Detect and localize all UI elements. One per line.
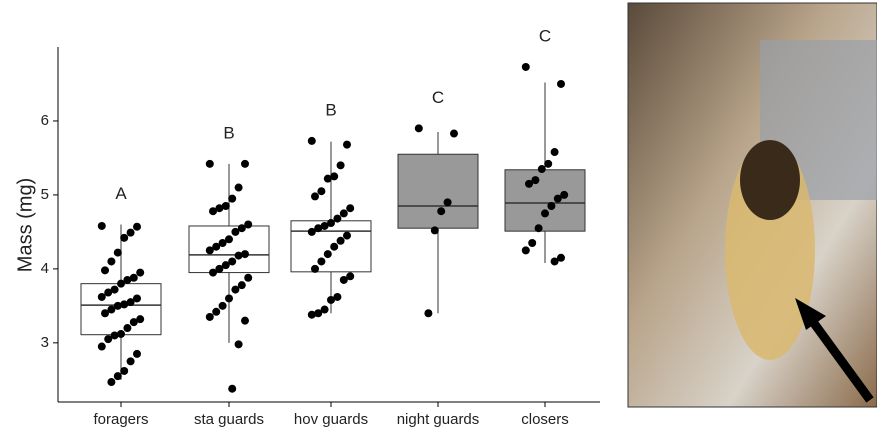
data-point [317, 257, 325, 265]
photo [628, 3, 877, 407]
data-point [308, 228, 316, 236]
data-point [525, 180, 533, 188]
data-point [340, 209, 348, 217]
data-point [244, 274, 252, 282]
data-point [547, 202, 555, 210]
data-point [327, 296, 335, 304]
data-point [130, 318, 138, 326]
box [398, 154, 478, 228]
data-point [437, 207, 445, 215]
data-point [538, 165, 546, 173]
data-point [127, 357, 135, 365]
group-letter: B [325, 100, 336, 119]
data-point [107, 378, 115, 386]
data-point [337, 237, 345, 245]
data-point [98, 293, 106, 301]
data-point [311, 265, 319, 273]
data-point [444, 198, 452, 206]
data-point [228, 195, 236, 203]
data-point [317, 187, 325, 195]
data-point [120, 367, 128, 375]
group-letter: C [539, 26, 551, 45]
data-point [209, 207, 217, 215]
data-point [127, 229, 135, 237]
data-point [114, 372, 122, 380]
data-point [557, 80, 565, 88]
y-tick-label: 3 [41, 334, 49, 351]
data-point [235, 340, 243, 348]
box [81, 284, 161, 335]
data-point [337, 161, 345, 169]
data-point [551, 148, 559, 156]
data-point [101, 266, 109, 274]
data-point [206, 160, 214, 168]
data-point [346, 204, 354, 212]
data-point [219, 302, 227, 310]
data-point [522, 246, 530, 254]
data-point [101, 309, 109, 317]
data-point [324, 250, 332, 258]
group-letter: B [223, 123, 234, 142]
data-point [107, 257, 115, 265]
data-point [231, 286, 239, 294]
x-tick-label: sta guards [194, 411, 264, 428]
group-letter: A [115, 184, 127, 203]
nest-entrance [740, 140, 800, 220]
data-point [308, 137, 316, 145]
data-point [330, 243, 338, 251]
data-point [528, 239, 536, 247]
data-point [544, 160, 552, 168]
data-point [308, 311, 316, 319]
data-point [136, 269, 144, 277]
data-point [415, 124, 423, 132]
box [505, 170, 585, 231]
data-point [340, 276, 348, 284]
data-point [311, 192, 319, 200]
data-point [324, 175, 332, 183]
data-point [343, 141, 351, 149]
chart: Mass (mg) 3 4 5 6 foragers Asta guards Bhov gu… [0, 0, 877, 432]
data-point [235, 184, 243, 192]
data-point [133, 350, 141, 358]
data-point [228, 385, 236, 393]
data-point [551, 257, 559, 265]
page: Mass (mg) 3 4 5 6 foragers Asta guards Bhov gu… [0, 0, 877, 432]
data-point [123, 324, 131, 332]
data-point [209, 269, 217, 277]
data-point [98, 222, 106, 230]
data-point [206, 313, 214, 321]
data-point [554, 195, 562, 203]
data-point [431, 226, 439, 234]
x-tick-label: night guards [397, 411, 480, 428]
data-point [98, 343, 106, 351]
data-point [117, 280, 125, 288]
data-point [241, 317, 249, 325]
data-point [450, 130, 458, 138]
data-point [212, 308, 220, 316]
data-point [114, 249, 122, 257]
data-point [206, 246, 214, 254]
data-point [120, 234, 128, 242]
data-point [225, 294, 233, 302]
data-point [535, 224, 543, 232]
data-point [231, 228, 239, 236]
x-tick-label: foragers [93, 411, 148, 428]
x-tick-label: hov guards [294, 411, 368, 428]
y-tick-label: 4 [41, 260, 49, 277]
data-point [343, 232, 351, 240]
y-tick-label: 5 [41, 186, 49, 203]
data-point [235, 252, 243, 260]
y-axis-label: Mass (mg) [14, 178, 36, 272]
y-tick-label: 6 [41, 112, 49, 129]
data-point [104, 335, 112, 343]
data-point [133, 223, 141, 231]
data-point [541, 209, 549, 217]
data-point [522, 63, 530, 71]
data-point [424, 309, 432, 317]
group-letter: C [432, 88, 444, 107]
data-point [241, 160, 249, 168]
x-tick-label: closers [521, 411, 569, 428]
